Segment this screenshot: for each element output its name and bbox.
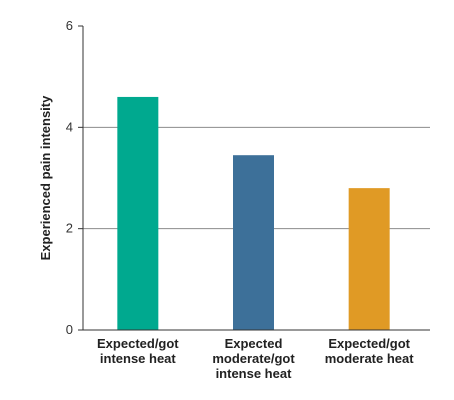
bar-3 [348, 188, 390, 330]
x-category-label-line: Expected [225, 336, 283, 351]
y-tick-label-6: 6 [66, 18, 73, 33]
y-tick-label-4: 4 [66, 119, 73, 134]
y-tick-label-0: 0 [66, 322, 73, 337]
x-category-label-3: Expected/got moderate heat [325, 336, 415, 366]
y-tick-label-2: 2 [66, 221, 73, 236]
bars [117, 96, 390, 330]
y-axis-title: Experienced pain intensity [38, 95, 53, 260]
x-category-label-line: intense heat [100, 351, 177, 366]
x-category-label-line: Expected/got [328, 336, 410, 351]
bar-2 [233, 155, 274, 330]
x-category-label-line: moderate heat [325, 351, 415, 366]
x-category-label-line: Expected/got [97, 336, 179, 351]
bar-1 [117, 96, 159, 330]
x-category-label-line: intense heat [216, 366, 293, 381]
axes [78, 25, 430, 331]
x-category-label-line: moderate/got [212, 351, 295, 366]
x-category-label-2: Expected moderate/got intense heat [212, 336, 295, 381]
x-category-label-1: Expected/got intense heat [97, 336, 179, 366]
